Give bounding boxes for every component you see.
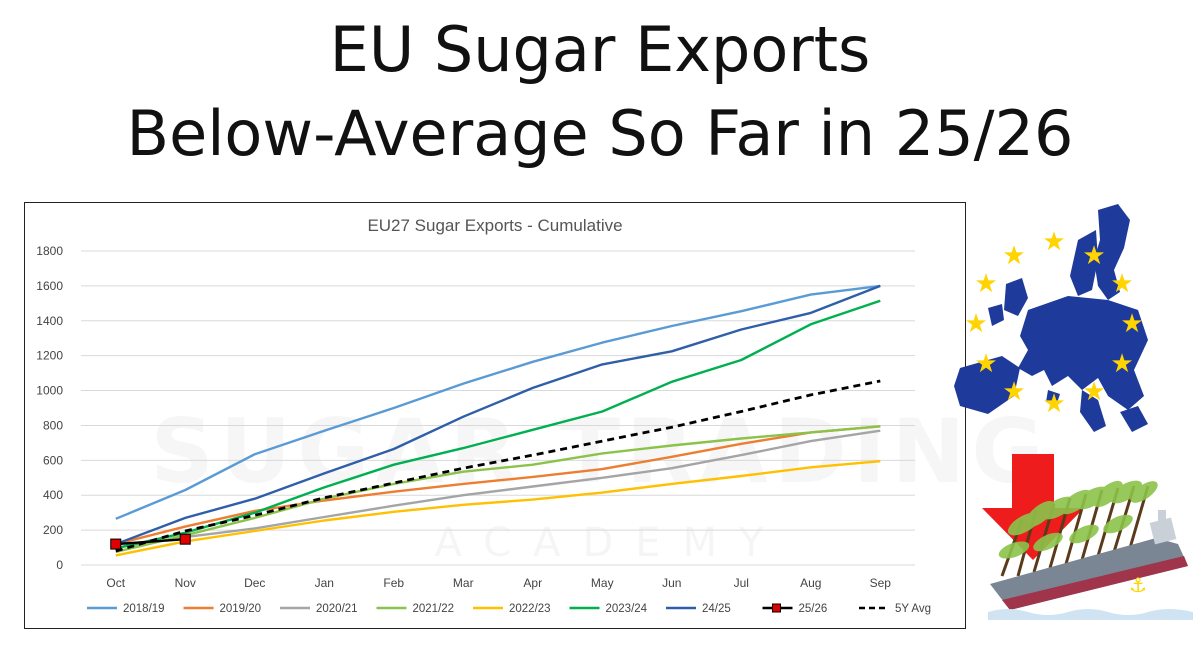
legend-label: 2018/19 bbox=[123, 603, 165, 615]
star-icon: ★ bbox=[974, 269, 997, 299]
data-point-marker bbox=[179, 533, 191, 545]
eu-stars: ★ ★ ★ ★ ★ ★ ★ ★ ★ ★ ★ ★ bbox=[964, 227, 1143, 419]
star-icon: ★ bbox=[1002, 241, 1025, 271]
headline-line-2: Below-Average So Far in 25/26 bbox=[126, 97, 1074, 170]
star-icon: ★ bbox=[964, 309, 987, 339]
series-line-5y-avg bbox=[115, 379, 881, 553]
y-tick-label: 1200 bbox=[36, 349, 63, 363]
headline-line-1: EU Sugar Exports bbox=[329, 13, 871, 86]
legend-label: 2021/22 bbox=[413, 603, 455, 615]
x-tick-label: Jul bbox=[734, 576, 749, 590]
series-line-2023-24 bbox=[115, 299, 881, 550]
legend-label: 25/26 bbox=[799, 603, 828, 615]
y-tick-label: 400 bbox=[43, 488, 63, 502]
legend-label: 24/25 bbox=[702, 603, 731, 615]
legend: 2018/19 2019/20 2020/21 2021/22 2022/23 2023/… bbox=[87, 603, 931, 615]
line-chart: EU27 Sugar Exports - Cumulative 0 200 400 6… bbox=[36, 216, 931, 615]
ship-hull-stripe bbox=[1002, 556, 1188, 610]
x-tick-label: Nov bbox=[175, 576, 196, 590]
y-tick-label: 1800 bbox=[36, 244, 63, 258]
star-icon: ★ bbox=[1042, 227, 1065, 257]
x-tick-label: Aug bbox=[800, 576, 821, 590]
x-tick-label: Jan bbox=[315, 576, 334, 590]
star-icon: ★ bbox=[1082, 377, 1105, 407]
x-tick-label: Sep bbox=[870, 576, 892, 590]
star-icon: ★ bbox=[974, 349, 997, 379]
legend-label: 2019/20 bbox=[220, 603, 262, 615]
y-tick-label: 0 bbox=[56, 558, 63, 572]
europe-map-shape bbox=[954, 204, 1148, 432]
star-icon: ★ bbox=[1120, 309, 1143, 339]
y-tick-label: 1600 bbox=[36, 279, 63, 293]
y-tick-label: 1400 bbox=[36, 314, 63, 328]
x-tick-label: Oct bbox=[106, 576, 125, 590]
watermark-subtext: ACADEMY bbox=[380, 520, 840, 566]
legend-label: 5Y Avg bbox=[895, 603, 931, 615]
x-tick-label: Mar bbox=[453, 576, 474, 590]
x-tick-label: May bbox=[591, 576, 614, 590]
y-axis-ticks: 0 200 400 600 800 1000 1200 1400 1600 1800 bbox=[36, 244, 63, 572]
y-tick-label: 600 bbox=[43, 453, 63, 467]
series-line-25-26 bbox=[115, 538, 186, 546]
chart-title: EU27 Sugar Exports - Cumulative bbox=[367, 216, 622, 235]
legend-label: 2023/24 bbox=[606, 603, 648, 615]
sugarcane-leaves bbox=[998, 480, 1158, 559]
legend-label: 2020/21 bbox=[316, 603, 358, 615]
series-line-2021-22 bbox=[115, 425, 881, 554]
legend-marker bbox=[772, 603, 781, 613]
ship-bridge bbox=[1149, 510, 1177, 545]
x-axis-ticks: Oct Nov Dec Jan Feb Mar Apr May Jun Jul Aug Sep bbox=[106, 576, 891, 590]
series-line-24-25 bbox=[115, 284, 881, 546]
gridlines bbox=[81, 250, 915, 566]
data-point-marker bbox=[110, 538, 122, 550]
series-line-2020-21 bbox=[115, 429, 881, 549]
sugarcane-ship-illustration: ⚓ bbox=[988, 480, 1193, 620]
x-tick-label: Feb bbox=[383, 576, 404, 590]
series-line-2019-20 bbox=[115, 425, 881, 546]
anchor-icon: ⚓ bbox=[1129, 573, 1147, 597]
series-line-2022-23 bbox=[115, 460, 881, 557]
eu-map-illustration: ★ ★ ★ ★ ★ ★ ★ ★ ★ ★ ★ ★ bbox=[954, 204, 1148, 432]
sea-waves bbox=[988, 609, 1193, 620]
legend-label: 2022/23 bbox=[509, 603, 551, 615]
star-icon: ★ bbox=[1002, 377, 1025, 407]
chart-frame: EU27 Sugar Exports - Cumulative 0 200 400 6… bbox=[24, 202, 966, 629]
y-tick-label: 800 bbox=[43, 418, 63, 432]
series-lines bbox=[110, 284, 881, 557]
star-icon: ★ bbox=[1042, 389, 1065, 419]
y-tick-label: 200 bbox=[43, 523, 63, 537]
x-tick-label: Jun bbox=[662, 576, 681, 590]
series-line-2018-19 bbox=[115, 284, 881, 520]
x-tick-label: Apr bbox=[523, 576, 542, 590]
x-tick-label: Dec bbox=[244, 576, 265, 590]
star-icon: ★ bbox=[1082, 241, 1105, 271]
star-icon: ★ bbox=[1110, 349, 1133, 379]
star-icon: ★ bbox=[1110, 269, 1133, 299]
y-tick-label: 1000 bbox=[36, 384, 63, 398]
